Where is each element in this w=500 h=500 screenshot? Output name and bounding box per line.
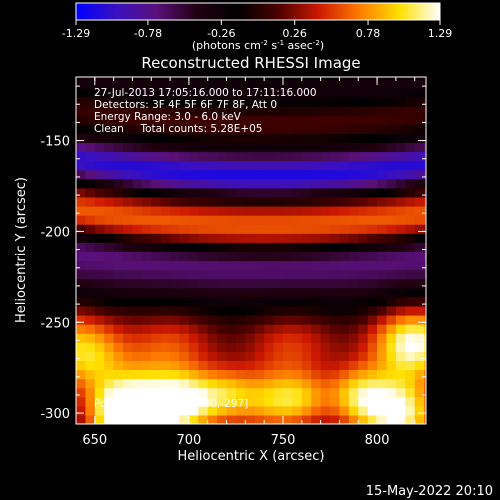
x-tick-label: 800 (365, 433, 390, 448)
colorbar-tick-label: 1.29 (428, 27, 453, 40)
colorbar-gradient (75, 2, 441, 21)
timestamp: 15-May-2022 20:10 (366, 484, 493, 499)
colorbar-tick-label: -1.29 (62, 27, 90, 40)
y-tick-label: -300 (40, 407, 70, 422)
axis-tick-labels: 650 700 750 800 -300 -250 -200 -150 (40, 135, 389, 448)
annotation-time-range: 27-Jul-2013 17:05:16.000 to 17:11:16.000 (94, 87, 317, 99)
colorbar-tick-label: 0.78 (356, 27, 381, 40)
annotation-clean-counts: Clean Total counts: 5.28E+05 (94, 123, 263, 135)
x-tick-label: 650 (82, 433, 107, 448)
colorbar-tick-label: -0.78 (134, 27, 162, 40)
peak-position-label: Position of peak = [680,-297] (94, 398, 248, 410)
x-axis-label: Heliocentric X (arcsec) (178, 449, 325, 464)
info-annotations: 27-Jul-2013 17:05:16.000 to 17:11:16.000… (94, 87, 317, 135)
chart-title: Reconstructed RHESSI Image (141, 54, 360, 72)
y-tick-label: -150 (40, 135, 70, 150)
plot-frame (75, 76, 427, 425)
heatmap-image (76, 77, 426, 424)
x-tick-label: 750 (271, 433, 296, 448)
y-tick-label: -200 (40, 225, 70, 240)
y-tick-label: -250 (40, 316, 70, 331)
axis-ticks (75, 77, 426, 424)
colorbar-ticks (75, 20, 441, 25)
annotation-energy-range: Energy Range: 3.0 - 6.0 keV (94, 111, 242, 123)
colorbar-unit-label: (photons cm-2 s-1 asec-2) (192, 39, 324, 52)
colorbar-tick-labels: -1.29 -0.78 -0.26 0.26 0.78 1.29 (62, 27, 452, 40)
colorbar-tick-label: 0.26 (282, 27, 307, 40)
annotation-detectors: Detectors: 3F 4F 5F 6F 7F 8F, Att 0 (94, 99, 277, 111)
colorbar-tick-label: -0.26 (207, 27, 235, 40)
y-axis-label: Heliocentric Y (arcsec) (14, 177, 29, 323)
colorbar: -1.29 -0.78 -0.26 0.26 0.78 1.29 (photons cm-… (62, 2, 452, 52)
x-tick-label: 700 (176, 433, 201, 448)
